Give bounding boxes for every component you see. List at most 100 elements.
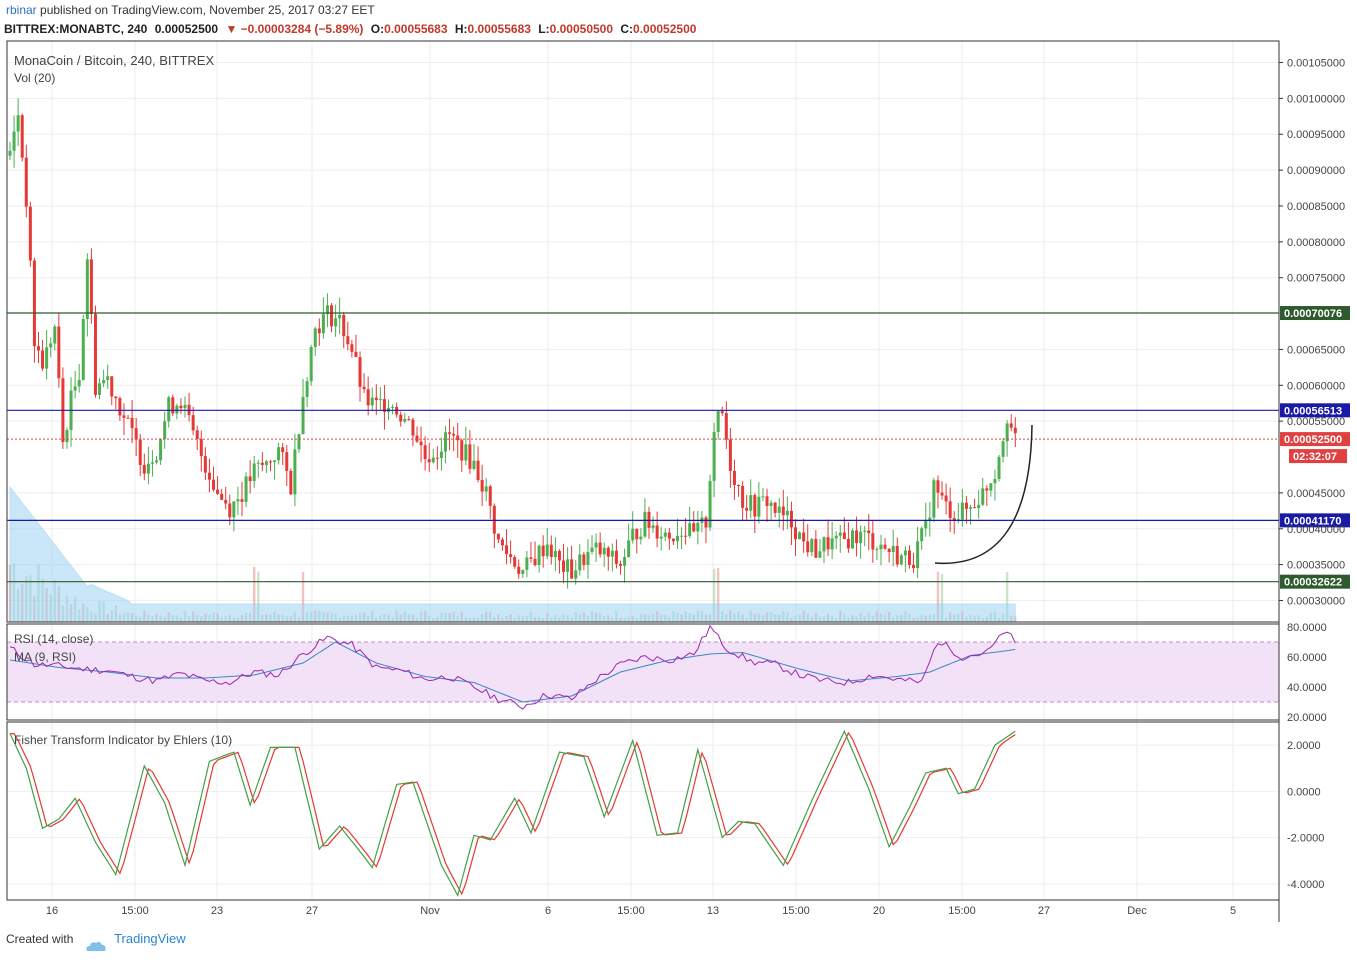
volume-bar xyxy=(936,571,940,622)
candle-body xyxy=(720,411,724,414)
candle-body xyxy=(830,538,834,550)
candle-body xyxy=(639,536,643,540)
author-link[interactable]: rbinar xyxy=(6,3,37,17)
main-pane-title: MonaCoin / Bitcoin, 240, BITTREX xyxy=(14,53,215,68)
candle-body xyxy=(146,463,150,474)
candle-body xyxy=(602,547,606,555)
candle-body xyxy=(114,396,118,399)
volume-label: Vol (20) xyxy=(14,71,56,85)
price-tick-label: 0.00055000 xyxy=(1287,416,1345,428)
candle-body xyxy=(920,528,924,542)
candle-body xyxy=(281,447,285,453)
candle-body xyxy=(456,435,460,441)
price-tick-label: 0.00105000 xyxy=(1287,58,1345,70)
candle-body xyxy=(305,381,309,397)
price-tick-label: 0.00080000 xyxy=(1287,237,1345,249)
drawn-arc-annotation xyxy=(934,424,1033,565)
candle-body xyxy=(313,328,317,348)
tradingview-link[interactable]: TradingView xyxy=(114,931,186,946)
candle-body xyxy=(403,419,407,422)
candle-body xyxy=(798,532,802,540)
candle-body xyxy=(708,480,712,528)
ohlc-c-value: 0.00052500 xyxy=(633,22,697,36)
price-tick-label: 0.00065000 xyxy=(1287,344,1345,356)
time-tick-label: Nov xyxy=(420,905,440,917)
last-price: 0.00052500 xyxy=(154,22,219,36)
candlesticks xyxy=(8,98,1017,589)
candle-body xyxy=(16,115,20,132)
candle-body xyxy=(785,510,789,516)
candle-body xyxy=(635,528,639,540)
candle-body xyxy=(826,537,830,550)
candle-body xyxy=(36,346,40,351)
candle-body xyxy=(268,461,272,463)
tradingview-cloud-icon xyxy=(85,934,107,951)
fisher-pane xyxy=(9,729,1016,897)
candle-body xyxy=(85,259,89,319)
candle-body xyxy=(590,547,594,553)
ohlc-h-label: H: xyxy=(454,22,468,36)
level-tag-label: 0.00032622 xyxy=(1284,577,1342,589)
candle-body xyxy=(317,328,321,334)
candle-body xyxy=(448,432,452,434)
candle-body xyxy=(244,476,248,502)
candle-body xyxy=(903,550,907,556)
candle-body xyxy=(879,544,883,550)
rsi-title: RSI (14, close) xyxy=(14,632,94,646)
ohlc-l-label: L: xyxy=(538,22,550,36)
price-tick-label: 0.00040000 xyxy=(1287,524,1345,536)
candle-body xyxy=(93,313,97,395)
candle-body xyxy=(191,415,195,431)
volume-bars xyxy=(8,485,1017,623)
axes: 16 15:00 23 27 Nov 6 15:00 13 15:00 20 15:00 27 Dec 5… xyxy=(6,40,1345,922)
candle-body xyxy=(89,259,93,314)
candle-body xyxy=(614,550,618,564)
candle-body xyxy=(49,343,53,348)
volume-ma-area xyxy=(9,485,1016,623)
ohlc-o-label: O: xyxy=(370,22,385,36)
candle-body xyxy=(818,551,822,558)
candle-body xyxy=(684,535,688,537)
candle-body xyxy=(732,470,736,485)
chart-canvas[interactable]: 0.00070076 0.00056513 0.00041170 0.00032622… xyxy=(0,0,1357,925)
ohlc-o-value: 0.00055683 xyxy=(384,22,448,36)
candle-body xyxy=(623,556,627,566)
candle-body xyxy=(855,530,859,544)
created-with-label: Created with xyxy=(6,932,74,946)
candle-body xyxy=(582,554,586,565)
candle-body xyxy=(65,430,69,443)
candle-body xyxy=(419,441,423,446)
candle-body xyxy=(871,533,875,550)
candle-body xyxy=(651,525,655,528)
countdown-label: 02:32:07 xyxy=(1293,451,1337,463)
time-tick-label: 23 xyxy=(211,905,223,917)
candle-body xyxy=(98,383,102,395)
candle-body xyxy=(150,462,154,464)
footer: Created with TradingView xyxy=(0,925,1357,956)
candle-body xyxy=(484,486,488,492)
rsi-pane xyxy=(7,624,1279,710)
candle-body xyxy=(895,545,899,565)
candle-body xyxy=(207,472,211,480)
price-tick-label: 0.00060000 xyxy=(1287,380,1345,392)
candle-body xyxy=(960,502,964,520)
candle-body xyxy=(134,428,138,440)
candle-body xyxy=(598,542,602,555)
candle-body xyxy=(273,460,277,462)
candle-body xyxy=(765,496,769,506)
candle-body xyxy=(810,539,814,553)
price-tick-label: 0.00095000 xyxy=(1287,129,1345,141)
candle-body xyxy=(236,499,240,502)
candle-body xyxy=(203,456,207,473)
candle-body xyxy=(505,545,509,555)
candle-body xyxy=(846,538,850,549)
candle-body xyxy=(496,533,500,540)
volume-bar xyxy=(301,572,305,622)
candle-body xyxy=(492,505,496,534)
fisher-title: Fisher Transform Indicator by Ehlers (10… xyxy=(14,733,233,747)
candle-body xyxy=(183,404,187,409)
candle-body xyxy=(122,415,126,418)
candle-body xyxy=(659,536,663,539)
time-tick-label: 27 xyxy=(1038,905,1050,917)
candle-body xyxy=(488,486,492,506)
